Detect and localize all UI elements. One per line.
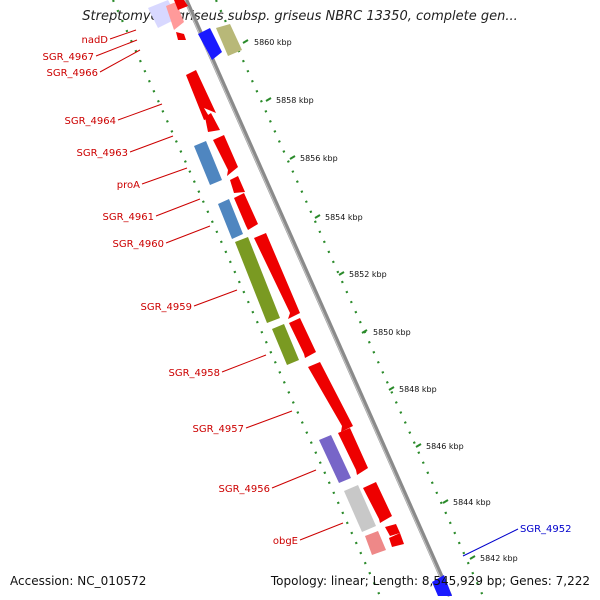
tick-5844 (442, 499, 449, 504)
tick-label-5850: 5850 kbp (373, 328, 411, 337)
label-SGR_4960[interactable]: SGR_4960 (113, 239, 165, 250)
gene-SGR_4959[interactable] (235, 237, 280, 323)
leader-SGR_4952 (462, 528, 519, 557)
gene-red-8[interactable] (385, 524, 400, 536)
tick-5856 (289, 155, 296, 160)
accession-label: Accession: NC_010572 (10, 574, 147, 588)
tick-5852 (338, 271, 345, 276)
leader-SGR_4957 (245, 410, 293, 429)
tick-5858 (265, 97, 272, 102)
chromosome-backbone (183, 0, 453, 597)
genome-summary: Topology: linear; Length: 8,545,929 bp; … (270, 574, 590, 588)
gene-labels: nadD SGR_4967 SGR_4966 SGR_4964 SGR_4963… (43, 35, 572, 547)
label-SGR_4957[interactable]: SGR_4957 (193, 424, 245, 435)
gene-red-3[interactable] (234, 193, 258, 230)
tick-label-5860: 5860 kbp (254, 38, 292, 47)
gene-red-1[interactable] (213, 135, 238, 176)
gene-red-9[interactable] (389, 533, 404, 547)
gene-SGR_4952[interactable] (432, 575, 452, 596)
label-SGR_4967[interactable]: SGR_4967 (43, 52, 95, 63)
leader-SGR_4967 (95, 39, 138, 57)
gene-blue-top[interactable] (198, 28, 222, 60)
label-proA[interactable]: proA (117, 180, 140, 191)
leader-nadD (109, 29, 137, 40)
label-SGR_4966[interactable]: SGR_4966 (47, 68, 99, 79)
gene-red-6[interactable] (338, 428, 368, 475)
gene-red-7[interactable] (363, 482, 392, 523)
gene-red-5[interactable] (289, 318, 316, 358)
tick-label-5856: 5856 kbp (300, 154, 338, 163)
reverse-strand-genes (148, 0, 404, 555)
label-SGR_4958[interactable]: SGR_4958 (169, 368, 221, 379)
label-leaders (95, 29, 519, 557)
leader-SGR_4964 (117, 103, 163, 121)
leader-SGR_4959 (193, 289, 238, 307)
gene-red-top[interactable] (174, 0, 188, 10)
tick-5850 (361, 329, 368, 334)
tick-label-5852: 5852 kbp (349, 270, 387, 279)
label-SGR_4963[interactable]: SGR_4963 (77, 148, 129, 159)
label-obgE[interactable]: obgE (273, 536, 298, 547)
gene-SGR_4967[interactable] (166, 2, 184, 30)
tick-label-5844: 5844 kbp (453, 498, 491, 507)
gene-proA[interactable] (194, 141, 222, 185)
leader-SGR_4963 (129, 135, 174, 153)
leader-SGR_4958 (221, 354, 267, 373)
tick-label-5842: 5842 kbp (480, 554, 518, 563)
label-SGR_4961[interactable]: SGR_4961 (103, 212, 155, 223)
chromosome-backbone-highlight (184, 0, 449, 597)
tick-5860 (242, 39, 249, 44)
leader-SGR_4961 (155, 198, 201, 217)
label-SGR_4952[interactable]: SGR_4952 (520, 524, 572, 535)
tick-5854 (314, 214, 321, 219)
gene-obgE[interactable] (344, 485, 376, 532)
forward-strand-genes (198, 24, 452, 596)
gene-SGR_4957[interactable] (308, 362, 353, 432)
tick-label-5858: 5858 kbp (276, 96, 314, 105)
leader-obgE (299, 522, 344, 541)
label-nadD[interactable]: nadD (81, 35, 108, 46)
dotted-guide-left (111, 0, 382, 597)
tick-5848 (388, 386, 395, 391)
gene-SGR_4956[interactable] (319, 435, 351, 483)
gene-red-4[interactable] (254, 233, 300, 319)
label-SGR_4964[interactable]: SGR_4964 (65, 116, 117, 127)
gene-red-small[interactable] (176, 32, 186, 40)
scale-ticks: 5860 kbp 5858 kbp 5856 kbp 5854 kbp 5852… (242, 38, 518, 563)
gene-khaki-top[interactable] (216, 24, 242, 56)
label-SGR_4959[interactable]: SGR_4959 (141, 302, 193, 313)
tick-5842 (469, 555, 476, 560)
gene-SGR_4963[interactable] (205, 113, 220, 132)
gene-SGR_4961[interactable] (218, 199, 243, 239)
dotted-guide-right (214, 0, 485, 597)
tick-label-5846: 5846 kbp (426, 442, 464, 451)
gene-red-2[interactable] (230, 176, 245, 193)
leader-SGR_4956 (271, 469, 317, 489)
tick-label-5854: 5854 kbp (325, 213, 363, 222)
tick-label-5848: 5848 kbp (399, 385, 437, 394)
gene-pink[interactable] (365, 531, 386, 555)
leader-SGR_4966 (99, 49, 141, 73)
gene-SGR_4958[interactable] (272, 324, 299, 365)
leader-SGR_4960 (165, 225, 211, 244)
label-SGR_4956[interactable]: SGR_4956 (219, 484, 271, 495)
gene-SGR_4964[interactable] (186, 70, 216, 120)
tick-5846 (415, 443, 422, 448)
leader-proA (141, 167, 188, 185)
